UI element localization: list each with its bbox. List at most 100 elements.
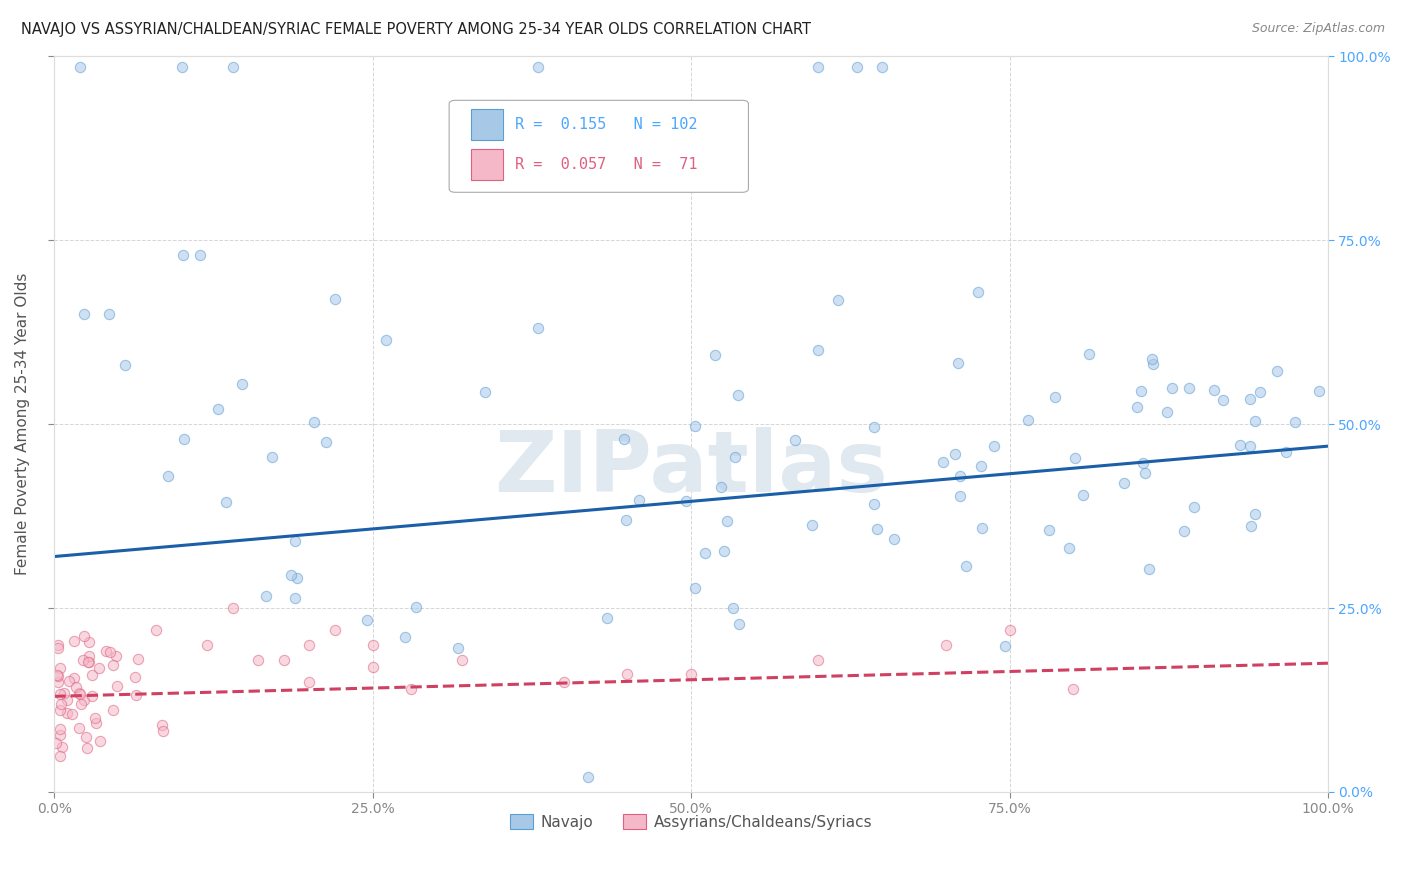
Point bbox=[105, 679, 128, 693]
Point bbox=[576, 770, 599, 784]
Bar bbox=[471, 109, 502, 140]
Point bbox=[1078, 347, 1101, 361]
Text: R =  0.057   N =  71: R = 0.057 N = 71 bbox=[516, 157, 697, 172]
Point bbox=[1073, 488, 1095, 502]
Point bbox=[72, 653, 94, 667]
Point bbox=[207, 402, 229, 417]
Point bbox=[285, 571, 308, 585]
Point bbox=[51, 739, 73, 754]
Text: Source: ZipAtlas.com: Source: ZipAtlas.com bbox=[1251, 22, 1385, 36]
Point bbox=[447, 640, 470, 655]
Point bbox=[49, 723, 72, 737]
Point bbox=[361, 638, 384, 652]
Point bbox=[1265, 364, 1288, 378]
Point bbox=[63, 634, 86, 648]
Point bbox=[87, 661, 110, 675]
Point bbox=[1064, 450, 1087, 465]
Point bbox=[172, 248, 194, 262]
Point bbox=[405, 600, 427, 615]
Point bbox=[1240, 519, 1263, 533]
Point bbox=[1308, 384, 1330, 399]
Point bbox=[807, 343, 830, 358]
Point bbox=[69, 60, 91, 74]
Point bbox=[970, 521, 993, 535]
Point bbox=[801, 517, 824, 532]
Point bbox=[124, 670, 146, 684]
Point bbox=[273, 652, 295, 666]
Point bbox=[1135, 467, 1157, 481]
Point bbox=[45, 668, 67, 682]
Point bbox=[280, 567, 302, 582]
Point bbox=[870, 60, 893, 74]
Point bbox=[188, 248, 211, 262]
Point bbox=[1284, 415, 1306, 429]
Point bbox=[48, 749, 70, 764]
Point bbox=[247, 652, 270, 666]
Point bbox=[994, 640, 1017, 654]
Point bbox=[866, 522, 889, 536]
Point bbox=[73, 307, 96, 321]
Point bbox=[221, 601, 243, 615]
Point bbox=[48, 638, 70, 652]
Point bbox=[683, 581, 706, 595]
Point bbox=[60, 706, 83, 721]
Point bbox=[728, 616, 751, 631]
Point bbox=[1142, 357, 1164, 371]
Point bbox=[125, 688, 148, 702]
Point bbox=[1017, 412, 1039, 426]
Point bbox=[49, 661, 72, 675]
Point bbox=[152, 724, 174, 739]
Point bbox=[527, 321, 550, 335]
Point bbox=[681, 667, 703, 681]
Point bbox=[284, 533, 307, 548]
Point bbox=[375, 334, 398, 348]
Point bbox=[67, 721, 90, 735]
Point bbox=[1156, 405, 1178, 419]
Point bbox=[883, 532, 905, 546]
Point bbox=[46, 641, 69, 656]
Point bbox=[49, 728, 72, 742]
Point bbox=[1244, 414, 1267, 428]
Point bbox=[49, 698, 72, 712]
Point bbox=[67, 686, 90, 700]
Point bbox=[77, 635, 100, 649]
Point bbox=[613, 432, 636, 446]
Point bbox=[703, 348, 725, 362]
Point bbox=[1229, 438, 1251, 452]
Point bbox=[1182, 500, 1205, 515]
Point bbox=[1112, 476, 1135, 491]
Point bbox=[553, 674, 575, 689]
Point bbox=[77, 655, 100, 669]
Point bbox=[716, 514, 738, 528]
Point bbox=[683, 419, 706, 434]
Point bbox=[323, 292, 346, 306]
Point bbox=[616, 667, 638, 681]
Point bbox=[1038, 523, 1060, 537]
Point bbox=[284, 591, 307, 606]
Point bbox=[62, 671, 84, 685]
Point bbox=[77, 649, 100, 664]
Point bbox=[221, 60, 243, 74]
Point bbox=[949, 489, 972, 503]
Point bbox=[114, 358, 136, 372]
Point bbox=[614, 513, 637, 527]
Point bbox=[323, 623, 346, 637]
Point bbox=[45, 736, 67, 750]
FancyBboxPatch shape bbox=[449, 100, 748, 193]
Point bbox=[724, 450, 747, 464]
Point bbox=[298, 638, 321, 652]
Point bbox=[77, 655, 100, 669]
Point bbox=[101, 658, 124, 673]
Point bbox=[361, 660, 384, 674]
Point bbox=[46, 669, 69, 683]
Point bbox=[46, 674, 69, 689]
Point bbox=[84, 711, 107, 725]
Point bbox=[56, 693, 79, 707]
Point bbox=[260, 450, 283, 464]
Point bbox=[1239, 439, 1261, 453]
Point bbox=[1126, 400, 1149, 414]
Point bbox=[1204, 383, 1226, 397]
Point bbox=[946, 356, 969, 370]
Point bbox=[1160, 381, 1182, 395]
Point bbox=[983, 439, 1005, 453]
